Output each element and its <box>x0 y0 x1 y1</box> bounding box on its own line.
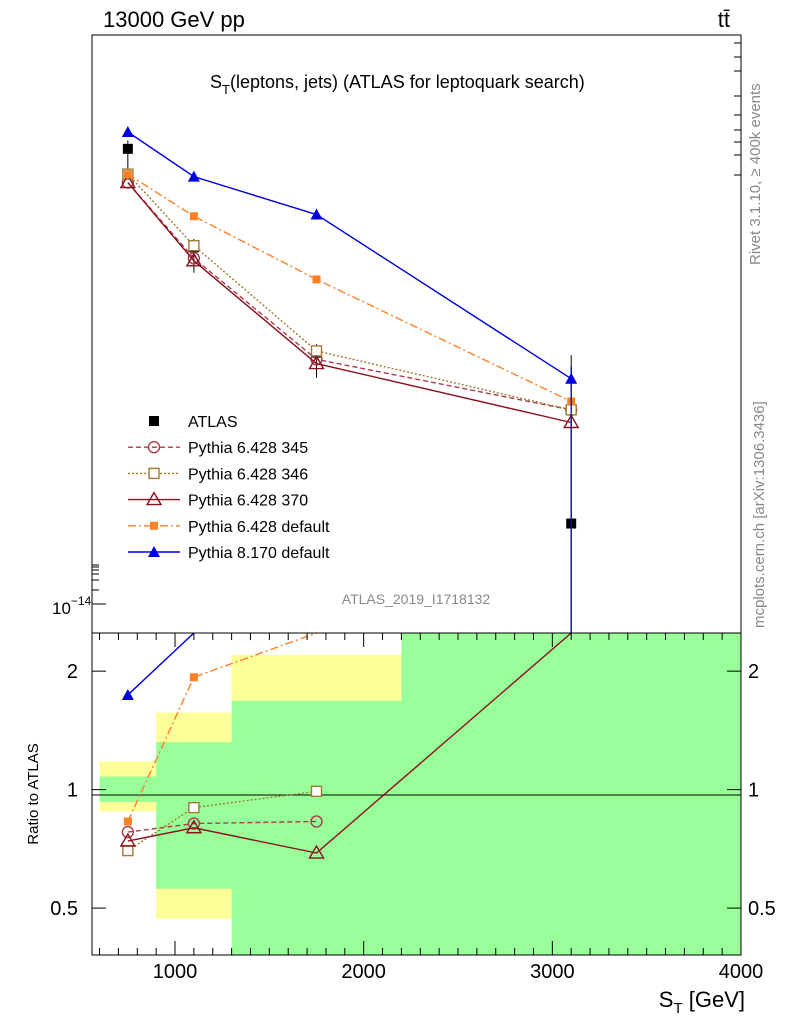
ratio-series-group <box>119 632 572 859</box>
ratio-ylabel: Ratio to ATLAS <box>25 743 42 844</box>
axis-ticks <box>92 42 742 955</box>
ratio-data-point <box>185 819 203 834</box>
mcplots-label: mcplots.cern.ch [arXiv:1306.3436] <box>751 401 768 628</box>
main-data-point <box>310 345 323 357</box>
main-series-line <box>127 131 572 380</box>
main-data-point <box>189 212 198 221</box>
main-data-point <box>310 208 323 220</box>
ratio-ytick-label: 1 <box>67 780 78 802</box>
main-data-point <box>312 275 321 284</box>
ratio-series-line <box>127 820 317 833</box>
ratio-ytick-label: 2 <box>67 661 78 683</box>
legend-marker <box>148 546 160 557</box>
main-data-point <box>123 170 132 179</box>
ratio-ytick-label: 0.5 <box>50 898 78 920</box>
legend-label: ATLAS <box>188 414 238 431</box>
main-series-group <box>119 126 580 633</box>
ratio-series-line <box>127 632 317 822</box>
legend-marker <box>150 521 158 530</box>
ratio-data-point <box>310 785 323 798</box>
ratio-ytick-label: 2 <box>748 661 759 683</box>
ratio-data-point <box>187 817 201 830</box>
uncertainty-band-inner <box>156 742 232 889</box>
x-axis-label: ST [GeV] <box>659 987 745 1017</box>
ratio-ytick-label: 0.5 <box>748 898 776 920</box>
uncertainty-band-inner <box>99 776 157 803</box>
main-plot-frame <box>91 34 742 634</box>
ratio-data-point <box>121 688 134 700</box>
ratio-data-point <box>308 844 325 859</box>
legend-marker <box>149 416 159 426</box>
ratio-data-point <box>189 673 198 682</box>
ratio-series-line <box>127 790 317 852</box>
main-series-line <box>127 173 572 411</box>
ratio-series-line <box>127 632 572 854</box>
main-series-line <box>127 182 572 424</box>
ratio-data-point <box>123 817 132 826</box>
legend-label: Pythia 6.428 default <box>188 519 330 536</box>
ratio-ytick-label: 1 <box>748 780 759 802</box>
x-tick-label: 1000 <box>153 961 198 983</box>
legend-marker <box>145 491 163 506</box>
ratio-series-line <box>127 632 195 696</box>
energy-label: 13000 GeV pp <box>103 7 245 32</box>
main-data-point <box>308 355 325 370</box>
x-tick-label: 3000 <box>530 961 575 983</box>
main-ytick-label: 10−14 <box>52 594 92 618</box>
uncertainty-band-inner <box>401 633 741 955</box>
main-title: ST(leptons, jets) (ATLAS for leptoquark … <box>210 72 585 97</box>
uncertainty-band-inner <box>231 700 402 955</box>
ratio-data-point <box>121 825 135 839</box>
legend-marker <box>147 441 161 454</box>
legend-label: Pythia 6.428 370 <box>188 493 308 510</box>
x-tick-label: 2000 <box>341 961 386 983</box>
main-data-point <box>122 143 133 154</box>
x-tick-label: 4000 <box>719 961 764 983</box>
analysis-watermark: ATLAS_2019_I1718132 <box>342 591 491 607</box>
process-label: tt̄ <box>718 7 730 32</box>
legend-marker <box>148 467 160 480</box>
ratio-data-point <box>122 844 134 857</box>
legend-label: Pythia 8.170 default <box>188 545 330 562</box>
ratio-data-point <box>310 815 323 828</box>
main-data-point <box>187 170 200 182</box>
legend-label: Pythia 6.428 346 <box>188 466 308 483</box>
main-series-line <box>127 182 572 411</box>
ratio-bands <box>99 633 741 955</box>
main-data-point <box>119 174 137 189</box>
main-data-point <box>121 126 134 138</box>
rivet-label: Rivet 3.1.10, ≥ 400k events <box>747 83 764 265</box>
main-series-line <box>127 173 572 403</box>
ratio-plot-frame <box>91 632 742 956</box>
legend-label: Pythia 6.428 345 <box>188 440 308 457</box>
main-data-point <box>188 239 200 252</box>
ratio-tick-labels: 0.5 0.5 1 1 2 2 1000 2000 3000 4000 <box>50 661 776 983</box>
main-data-point <box>185 252 203 267</box>
legend: ATLAS Pythia 6.428 345 Pythia 6.428 346 Pyt… <box>128 414 330 562</box>
ratio-data-point <box>119 832 137 847</box>
ratio-data-point <box>188 801 200 814</box>
